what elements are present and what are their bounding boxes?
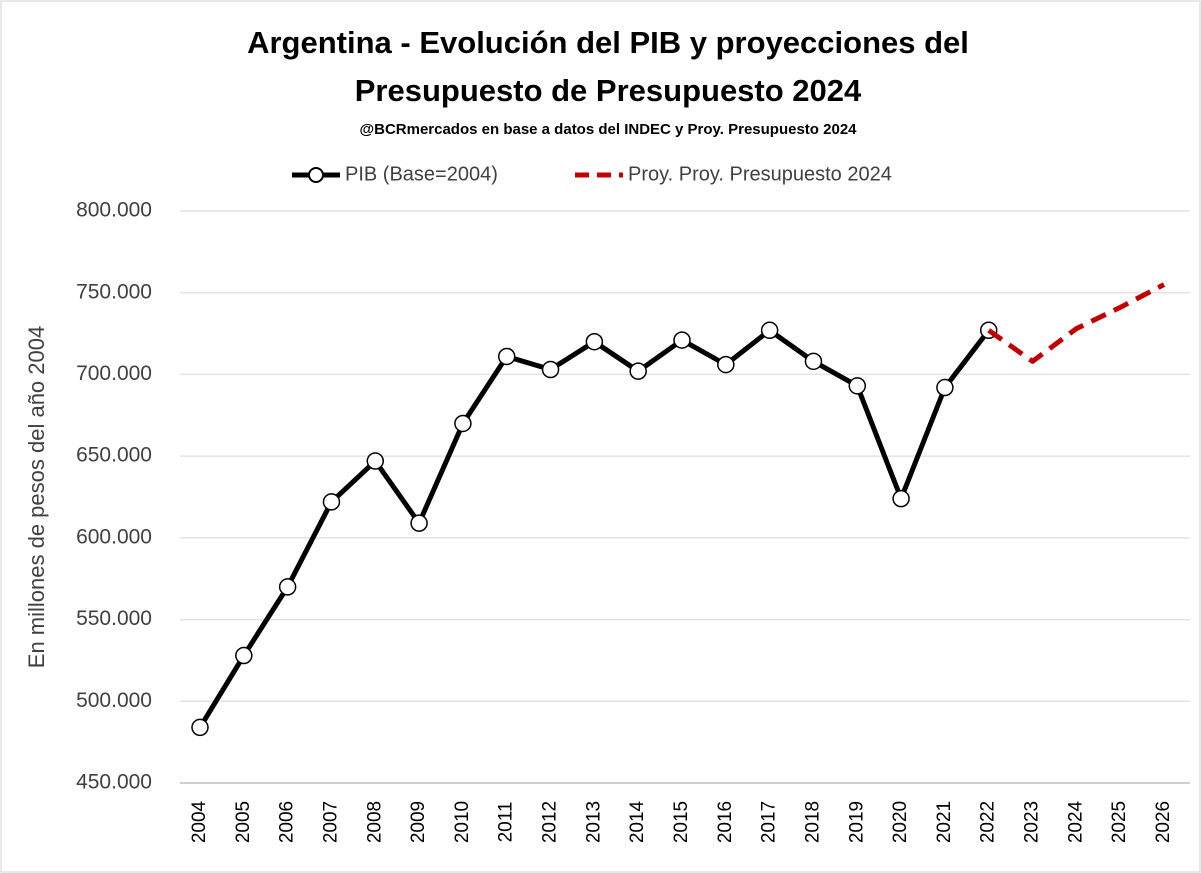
x-tick-label: 2020 [890, 801, 911, 843]
y-tick-label: 450.000 [76, 771, 152, 794]
data-point [191, 718, 209, 737]
x-tick-label: 2006 [277, 801, 298, 843]
x-tick-label: 2026 [1153, 801, 1174, 843]
x-tick-label: 2025 [1109, 801, 1130, 843]
x-tick-label: 2009 [408, 801, 429, 843]
data-point [410, 514, 428, 532]
data-point [366, 452, 385, 470]
data-point [454, 414, 472, 433]
data-point [848, 377, 867, 395]
chart-title: Argentina - Evolución del PIB y proyecci… [247, 25, 969, 60]
data-point [497, 347, 516, 366]
x-tick-label: 2019 [846, 801, 867, 843]
data-point [804, 352, 823, 371]
y-tick-label: 550.000 [76, 607, 152, 630]
x-tick-label: 2023 [1022, 801, 1043, 843]
data-point [760, 321, 779, 340]
x-tick-label: 2016 [715, 801, 736, 843]
x-tick-label: 2015 [671, 801, 692, 843]
x-tick-label: 2008 [364, 801, 385, 843]
data-point [585, 332, 604, 351]
y-axis-label: En millones de pesos del año 2004 [24, 326, 49, 668]
y-tick-label: 700.000 [76, 362, 152, 385]
x-tick-label: 2004 [189, 800, 210, 843]
y-tick-label: 800.000 [76, 199, 152, 222]
x-tick-label: 2018 [802, 801, 823, 843]
data-point [936, 378, 954, 397]
chart-title: Presupuesto de Presupuesto 2024 [355, 73, 862, 108]
legend-marker [308, 167, 324, 183]
data-point [278, 578, 297, 596]
data-point [892, 489, 910, 508]
data-point [629, 362, 647, 380]
x-tick-label: 2013 [583, 801, 604, 843]
data-point [322, 493, 341, 511]
y-tick-label: 600.000 [76, 525, 152, 548]
x-tick-label: 2007 [320, 801, 341, 843]
x-tick-label: 2005 [233, 801, 254, 843]
x-tick-label: 2022 [978, 801, 999, 843]
data-point [717, 355, 735, 374]
y-tick-label: 750.000 [76, 280, 152, 303]
x-tick-label: 2017 [759, 801, 780, 843]
data-point [235, 646, 253, 665]
legend-label: PIB (Base=2004) [345, 163, 498, 185]
x-tick-label: 2010 [452, 801, 473, 843]
series-line [987, 282, 1166, 364]
x-tick-label: 2014 [627, 800, 648, 843]
data-point [673, 331, 691, 349]
chart-subtitle: @BCRmercados en base a datos del INDEC y… [359, 121, 857, 138]
x-tick-label: 2011 [496, 802, 517, 843]
x-tick-label: 2012 [540, 801, 561, 843]
legend-label: Proy. Proy. Presupuesto 2024 [628, 163, 892, 185]
x-tick-label: 2024 [1065, 800, 1086, 843]
x-tick-label: 2021 [934, 801, 955, 843]
y-tick-label: 500.000 [76, 689, 152, 712]
y-tick-label: 650.000 [76, 444, 152, 467]
data-point [541, 360, 560, 379]
